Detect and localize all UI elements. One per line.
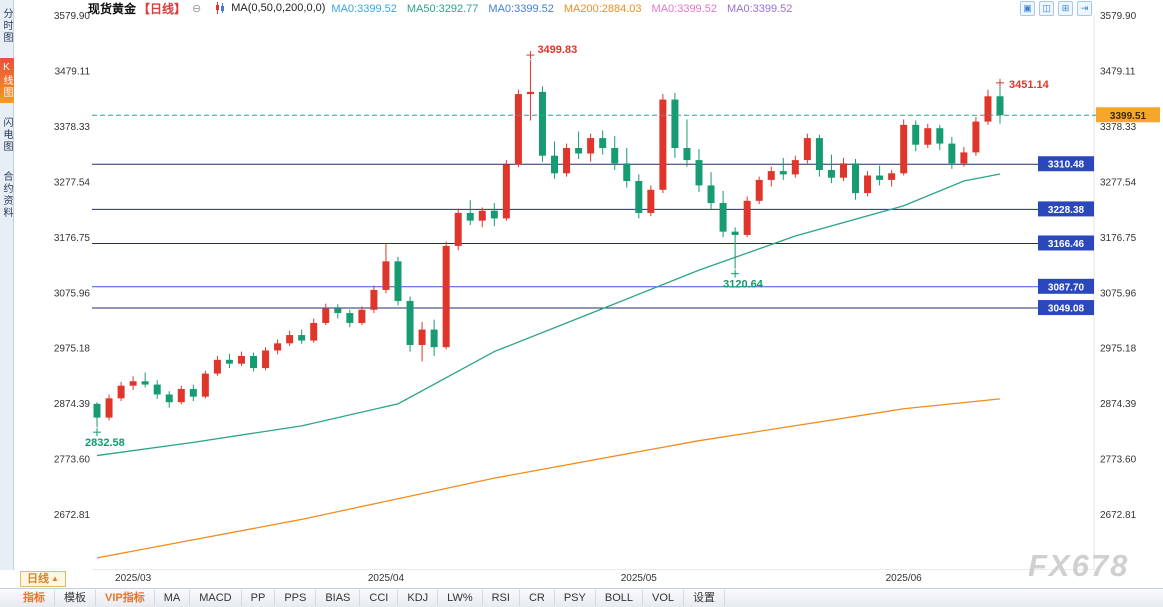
svg-text:2874.39: 2874.39 [54, 399, 91, 410]
toolbar-item-template[interactable]: 模板 [55, 590, 96, 606]
sidebar-item-kline-chart[interactable]: K线图 [0, 58, 14, 103]
kline-view-icon[interactable]: ▣ [1020, 0, 1035, 16]
toolbar-item-indicator[interactable]: 指标 [14, 590, 55, 606]
toolbar-item-rsi[interactable]: RSI [483, 590, 520, 606]
chart-header: 现货黄金 【日线】 ⊖ MA(0,50,0,200,0,0) MA0:3399.… [14, 0, 1163, 16]
svg-text:2975.18: 2975.18 [54, 344, 91, 355]
toolbar-item-vip-indicator[interactable]: VIP指标 [96, 590, 155, 606]
ma-value-3: MA200:2884.03 [563, 3, 642, 15]
toolbar-item-vol[interactable]: VOL [643, 590, 685, 606]
grid-view-icon[interactable]: ⊞ [1058, 0, 1073, 16]
collapse-right-icon[interactable]: ⇥ [1077, 0, 1092, 16]
toolbar-item-settings[interactable]: 设置 [684, 590, 726, 606]
x-axis-label: 2025/03 [115, 573, 152, 584]
svg-text:2874.39: 2874.39 [1100, 399, 1137, 410]
x-axis-label: 2025/06 [885, 573, 922, 584]
period-selector-tab[interactable]: 日线 ▲ [20, 571, 66, 587]
chart-type-sidebar: 分时图 K线图闪电图合约资料 [0, 0, 14, 570]
svg-text:3228.38: 3228.38 [1048, 205, 1085, 216]
toolbar-item-bias[interactable]: BIAS [316, 590, 361, 606]
ma-value-0: MA0:3399.52 [331, 3, 397, 15]
ma-formula-label[interactable]: MA(0,50,0,200,0,0) [231, 2, 326, 14]
svg-text:3451.14: 3451.14 [1009, 79, 1050, 91]
svg-text:3120.64: 3120.64 [723, 279, 764, 291]
svg-text:3399.51: 3399.51 [1110, 111, 1147, 122]
svg-text:3176.75: 3176.75 [54, 233, 91, 244]
svg-text:3378.33: 3378.33 [54, 122, 91, 133]
toolbar-item-psy[interactable]: PSY [555, 590, 596, 606]
svg-text:3579.90: 3579.90 [1100, 11, 1137, 22]
svg-text:3499.83: 3499.83 [537, 44, 577, 56]
toolbar-item-kdj[interactable]: KDJ [398, 590, 439, 606]
period-selector-label: 日线 [27, 573, 49, 585]
symbol-title: 现货黄金 [88, 1, 137, 16]
svg-text:2975.18: 2975.18 [1100, 344, 1137, 355]
svg-text:2773.60: 2773.60 [1100, 455, 1137, 466]
svg-text:3277.54: 3277.54 [54, 177, 91, 188]
chart-view-icons: ▣ ◫ ⊞ ⇥ [1020, 0, 1092, 16]
svg-text:3166.46: 3166.46 [1048, 239, 1085, 250]
ma-value-1: MA50:3292.77 [406, 3, 479, 15]
dropdown-arrow-icon: ▲ [51, 574, 59, 583]
sidebar-item-contract-info[interactable]: 合约资料 [1, 171, 12, 219]
svg-text:2672.81: 2672.81 [54, 510, 91, 521]
toolbar-item-ma[interactable]: MA [155, 590, 191, 606]
collapse-legend-icon[interactable]: ⊖ [192, 2, 202, 15]
toolbar-item-cr[interactable]: CR [520, 590, 555, 606]
svg-text:3277.54: 3277.54 [1100, 177, 1137, 188]
split-view-icon[interactable]: ◫ [1039, 0, 1054, 16]
toolbar-item-boll[interactable]: BOLL [596, 590, 643, 606]
svg-text:3176.75: 3176.75 [1100, 233, 1137, 244]
toolbar-item-cci[interactable]: CCI [360, 590, 399, 606]
x-axis-label: 2025/04 [367, 573, 405, 584]
ma-value-5: MA0:3399.52 [726, 3, 793, 15]
toolbar-item-lw[interactable]: LW% [438, 590, 483, 606]
svg-text:3479.11: 3479.11 [1100, 66, 1136, 77]
svg-text:2773.60: 2773.60 [54, 455, 91, 466]
watermark: FX678 [1028, 548, 1130, 583]
svg-text:2832.58: 2832.58 [85, 437, 125, 449]
svg-text:3075.96: 3075.96 [54, 288, 91, 299]
toolbar-item-pps[interactable]: PPS [275, 590, 317, 606]
svg-text:3579.90: 3579.90 [54, 11, 91, 22]
ma-legend: MA0:3399.52 MA50:3292.77 MA0:3399.52 MA200:… [331, 0, 802, 17]
sidebar-item-time-share-chart[interactable]: 分时图 [1, 8, 12, 44]
svg-text:2672.81: 2672.81 [1100, 510, 1137, 521]
ma-value-2: MA0:3399.52 [488, 3, 554, 15]
svg-text:3378.33: 3378.33 [1100, 122, 1137, 133]
svg-text:3075.96: 3075.96 [1100, 288, 1137, 299]
indicator-toolbar: 指标 模板 VIP指标 MA MACD PP PPS BIAS CCI KDJ LW% RSI CR PS… [0, 588, 1163, 607]
toolbar-item-macd[interactable]: MACD [190, 590, 242, 606]
svg-text:3310.48: 3310.48 [1048, 160, 1085, 171]
x-axis-label: 2025/05 [620, 573, 657, 584]
candlestick-chart[interactable]: 3579.90 3579.90 3479.11 3479.11 3378.33 3378.… [14, 0, 1163, 572]
svg-text:3087.70: 3087.70 [1048, 282, 1085, 293]
period-tag: 【日线】 [138, 1, 187, 16]
sidebar-item-lightning-chart[interactable]: 闪电图 [1, 117, 12, 153]
svg-text:3049.08: 3049.08 [1048, 304, 1085, 315]
candlestick-icon [215, 2, 225, 14]
toolbar-item-pp[interactable]: PP [242, 590, 276, 606]
ma-value-4: MA0:3399.52 [651, 3, 717, 15]
x-axis-row: 日线 ▲ 2025/03 2025/04 2025/05 2025/06 [0, 570, 1163, 588]
svg-text:3479.11: 3479.11 [55, 66, 91, 77]
